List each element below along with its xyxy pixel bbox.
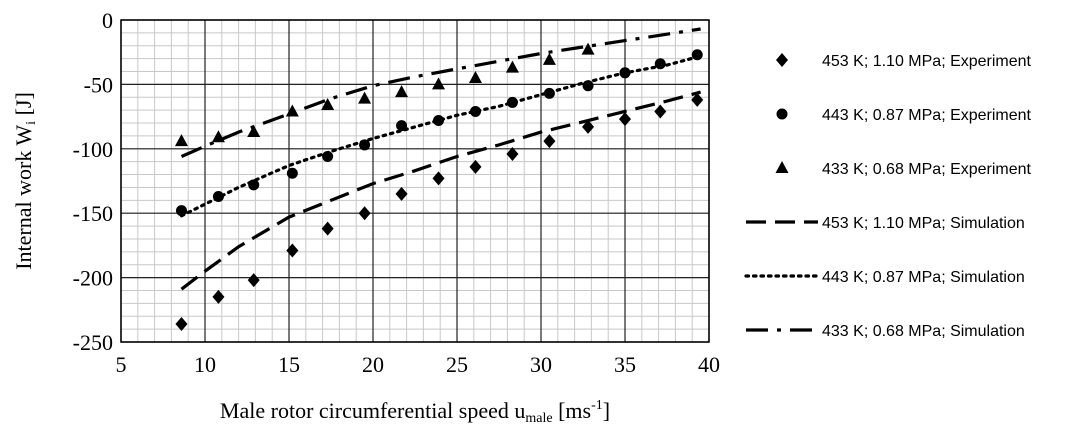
data-point-circle	[654, 58, 666, 70]
x-tick-label: 10	[194, 352, 216, 377]
x-tick-label: 35	[614, 352, 636, 377]
data-point-triangle	[358, 91, 372, 104]
x-tick-label: 40	[698, 352, 720, 377]
data-point-circle	[691, 49, 703, 61]
data-point-circle	[248, 179, 260, 191]
data-point-diamond	[395, 186, 408, 201]
legend: 453 K; 1.10 MPa; Experiment 443 K; 0.87 M…	[744, 53, 1032, 340]
y-axis-title: Internal work Wi [J]	[11, 92, 39, 270]
data-point-diamond	[469, 159, 482, 174]
data-point-diamond	[506, 146, 519, 161]
legend-label: 443 K; 0.87 MPa; Experiment	[822, 107, 1032, 124]
data-point-circle	[212, 190, 224, 202]
data-point-circle	[322, 151, 334, 163]
data-point-diamond	[432, 171, 445, 186]
legend-label: 453 K; 1.10 MPa; Experiment	[822, 53, 1032, 70]
y-tick-label: -100	[73, 137, 113, 162]
data-point-triangle	[174, 134, 188, 147]
x-tick-label: 5	[116, 352, 127, 377]
y-tick-label: -200	[73, 266, 113, 291]
data-point-circle	[396, 120, 408, 132]
data-point-circle	[543, 87, 555, 99]
y-tick-label: -150	[73, 201, 113, 226]
data-point-triangle	[321, 98, 335, 111]
data-point-triangle	[581, 42, 595, 55]
data-point-circle	[286, 167, 298, 179]
x-tick-label: 30	[530, 352, 552, 377]
data-point-triangle	[505, 60, 519, 73]
plot-frame	[120, 19, 710, 343]
y-tick-label: -250	[73, 330, 113, 355]
data-point-diamond	[582, 119, 595, 134]
data-point-triangle	[285, 104, 299, 117]
data-point-diamond	[286, 243, 299, 258]
data-point-diamond	[619, 112, 631, 127]
x-tick-label: 25	[446, 352, 468, 377]
data-point-circle	[359, 139, 371, 151]
legend-marker-diamond	[776, 53, 788, 67]
legend-label: 453 K; 1.10 MPa; Simulation	[822, 215, 1025, 232]
legend-marker-circle	[776, 108, 788, 120]
data-point-triangle	[395, 85, 409, 98]
data-point-diamond	[321, 221, 334, 236]
data-point-circle	[506, 96, 518, 108]
legend-label: 433 K; 0.68 MPa; Simulation	[822, 323, 1025, 340]
data-point-triangle	[247, 125, 261, 138]
x-tick-label: 20	[362, 352, 384, 377]
data-point-triangle	[542, 52, 556, 65]
data-point-diamond	[691, 92, 704, 107]
data-point-diamond	[543, 134, 556, 149]
plot-background	[121, 20, 709, 342]
data-point-circle	[433, 114, 445, 126]
plot-border	[120, 19, 710, 343]
data-point-diamond	[212, 289, 225, 304]
y-tick-labels: 0 -50 -100 -150 -200 -250	[73, 8, 113, 355]
x-axis-title: Male rotor circumferential speed umale […	[220, 398, 610, 425]
data-point-circle	[619, 67, 631, 79]
legend-marker-triangle	[775, 161, 789, 173]
x-tick-label: 15	[278, 352, 300, 377]
legend-label: 433 K; 0.68 MPa; Experiment	[822, 161, 1032, 178]
series-line-4	[180, 90, 702, 291]
data-point-triangle	[211, 130, 225, 143]
series-line-6	[180, 27, 701, 158]
data-point-triangle	[468, 70, 482, 83]
data-point-circle	[582, 80, 594, 92]
data-point-diamond	[247, 273, 260, 288]
y-tick-label: -50	[84, 72, 113, 97]
y-tick-label: 0	[102, 8, 113, 33]
x-tick-labels: 5 10 15 20 25 30 35 40	[116, 352, 721, 377]
data-point-triangle	[432, 77, 446, 90]
data-point-diamond	[175, 316, 188, 331]
data-point-diamond	[358, 206, 371, 221]
data-point-circle	[469, 105, 481, 117]
legend-label: 443 K; 0.87 MPa; Simulation	[822, 269, 1025, 286]
data-point-diamond	[654, 104, 667, 119]
data-point-circle	[175, 205, 187, 217]
experiment-markers	[174, 42, 704, 331]
